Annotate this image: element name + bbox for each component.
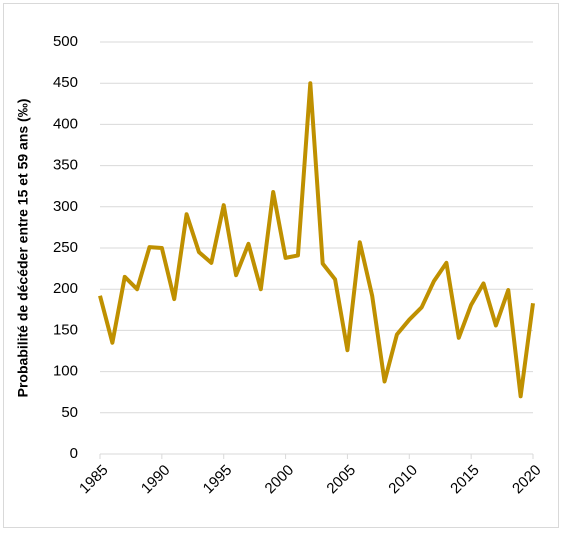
y-tick-label: 150: [53, 321, 78, 338]
y-tick-label: 0: [70, 445, 78, 462]
chart-border: [3, 3, 559, 528]
y-tick-label: 200: [53, 280, 78, 297]
y-tick-label: 450: [53, 74, 78, 91]
y-tick-label: 400: [53, 115, 78, 132]
y-tick-label: 350: [53, 157, 78, 174]
y-tick-label: 300: [53, 198, 78, 215]
y-tick-label: 50: [61, 404, 78, 421]
y-axis-label: Probabilité de décéder entre 15 et 59 an…: [15, 99, 31, 398]
y-tick-label: 250: [53, 239, 78, 256]
y-tick-label: 500: [53, 33, 78, 50]
y-tick-label: 100: [53, 363, 78, 380]
data-line: [98, 81, 535, 399]
